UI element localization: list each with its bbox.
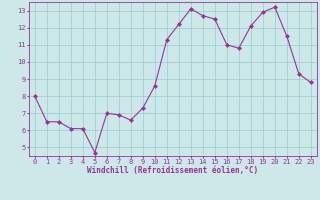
X-axis label: Windchill (Refroidissement éolien,°C): Windchill (Refroidissement éolien,°C) bbox=[87, 166, 258, 175]
